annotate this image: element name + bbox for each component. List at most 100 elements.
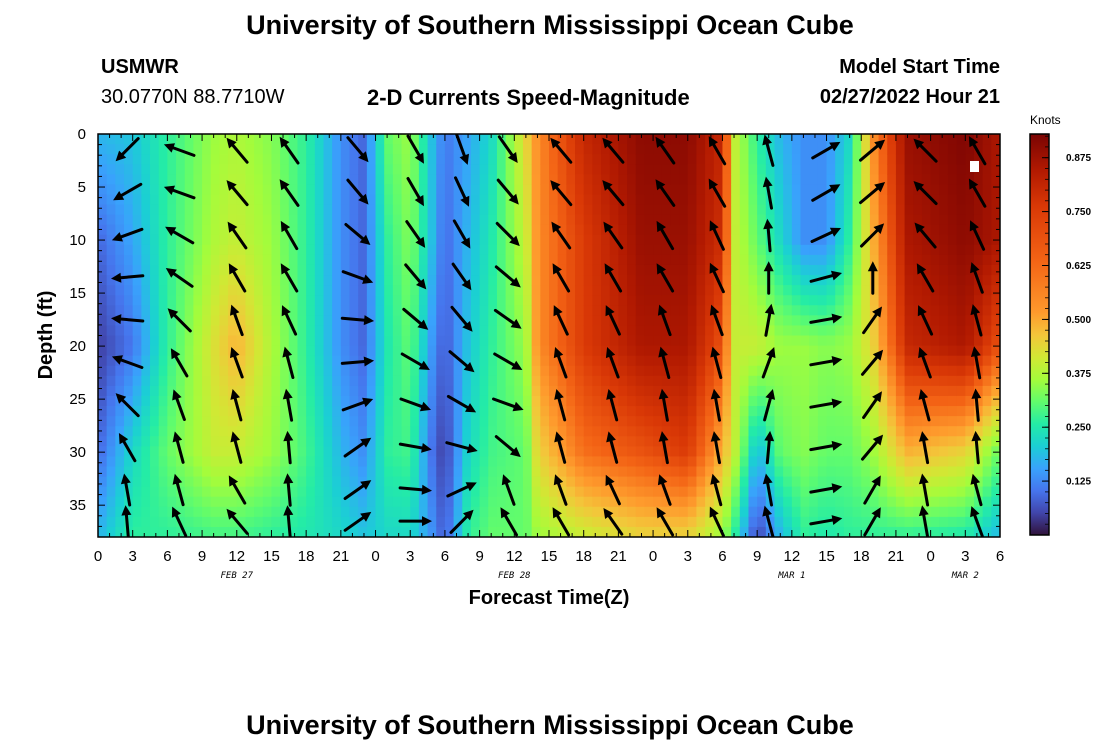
heat-cell <box>757 476 767 488</box>
heat-cell <box>965 204 975 216</box>
heat-cell <box>921 204 932 216</box>
heat-cell <box>540 526 550 537</box>
heat-cell <box>167 406 177 417</box>
heat-cell <box>757 446 767 457</box>
heat-cell <box>453 385 463 397</box>
heat-cell <box>800 204 810 216</box>
heat-cell <box>150 325 160 337</box>
heat-cell <box>193 426 203 437</box>
colorbar: Knots 0.1250.2500.3750.5000.6250.7500.87… <box>1029 113 1091 536</box>
heat-cell <box>176 385 186 397</box>
heat-cell <box>375 446 385 457</box>
heat-cell <box>444 275 455 286</box>
heat-cell <box>809 254 819 266</box>
heat-cell <box>991 224 1000 236</box>
heat-cell <box>809 466 819 478</box>
heat-cell <box>930 416 940 427</box>
heat-cell <box>765 406 776 417</box>
current-vector <box>710 431 721 465</box>
x-tick-label: 12 <box>506 548 523 565</box>
heat-cell <box>817 174 828 185</box>
heat-cell <box>904 506 914 518</box>
heat-cell <box>124 345 134 357</box>
heat-cell <box>887 476 897 488</box>
heat-cell <box>670 254 680 266</box>
heat-cell <box>375 406 385 417</box>
heat-cell <box>340 144 351 155</box>
heat-cell <box>757 275 767 286</box>
heat-cell <box>609 264 619 276</box>
heat-cell <box>358 416 368 427</box>
heat-cell <box>193 134 203 145</box>
heat-cell <box>462 204 472 216</box>
heat-cell <box>670 436 680 447</box>
heat-cell <box>418 244 429 256</box>
heat-cell <box>453 144 463 155</box>
heat-cell <box>280 275 290 286</box>
heat-cell <box>124 134 134 145</box>
heat-cell <box>930 466 940 478</box>
heat-cell <box>176 285 186 296</box>
heat-cell <box>210 244 221 256</box>
heat-cell <box>843 506 854 518</box>
heat-cell <box>731 154 741 165</box>
current-vector <box>494 435 521 458</box>
heat-cell <box>947 345 958 357</box>
heat-cell <box>783 144 793 155</box>
heat-cell <box>904 305 914 316</box>
heat-cell <box>167 516 177 528</box>
heat-cell <box>817 466 828 478</box>
heat-cell <box>549 466 559 478</box>
heat-cell <box>176 194 186 206</box>
heat-cell <box>965 234 975 246</box>
heat-cell <box>670 456 680 468</box>
heat-cell <box>479 416 489 427</box>
heat-cell <box>193 285 203 296</box>
heat-cell <box>167 476 177 488</box>
heat-cell <box>297 295 307 306</box>
heat-cell <box>245 496 255 508</box>
heat-cell <box>887 335 897 347</box>
heat-cell <box>236 285 247 296</box>
heat-cell <box>219 134 229 145</box>
heat-cell <box>106 254 116 266</box>
heat-cell <box>895 486 906 498</box>
heat-cell <box>245 466 255 478</box>
x-tick-label: 9 <box>753 548 761 565</box>
current-vector <box>970 506 984 537</box>
heat-cell <box>921 264 932 276</box>
heat-cell <box>904 345 914 357</box>
heat-cell <box>193 436 203 447</box>
heat-cell <box>176 295 186 306</box>
heat-cell <box>852 496 862 508</box>
heat-cell <box>982 204 992 216</box>
heat-cell <box>956 154 966 165</box>
heat-cell <box>332 214 342 226</box>
heat-cell <box>843 476 854 488</box>
heat-cell <box>496 496 507 508</box>
heat-cell <box>522 144 533 155</box>
heat-cell <box>306 164 316 175</box>
model-start-time: 02/27/2022 Hour 21 <box>819 86 1000 108</box>
heat-cell <box>861 184 871 196</box>
heat-cell <box>150 406 160 417</box>
heat-cell <box>106 184 116 196</box>
heat-cell <box>453 295 463 306</box>
heat-cell <box>410 466 420 478</box>
heat-cell <box>236 164 247 175</box>
heat-cell <box>722 446 732 457</box>
heat-cell <box>453 416 463 427</box>
heat-cell <box>895 164 906 175</box>
heat-cell <box>98 264 108 276</box>
heat-cell <box>184 506 194 518</box>
heat-cell <box>366 416 377 427</box>
current-vector <box>918 431 930 465</box>
heat-cell <box>965 406 975 417</box>
heat-cell <box>748 194 758 206</box>
heat-cell <box>800 184 810 196</box>
heat-cell <box>167 254 177 266</box>
heat-cell <box>444 335 455 347</box>
heat-cell <box>904 516 914 528</box>
heat-cell <box>184 184 194 196</box>
heat-cell <box>705 194 715 206</box>
